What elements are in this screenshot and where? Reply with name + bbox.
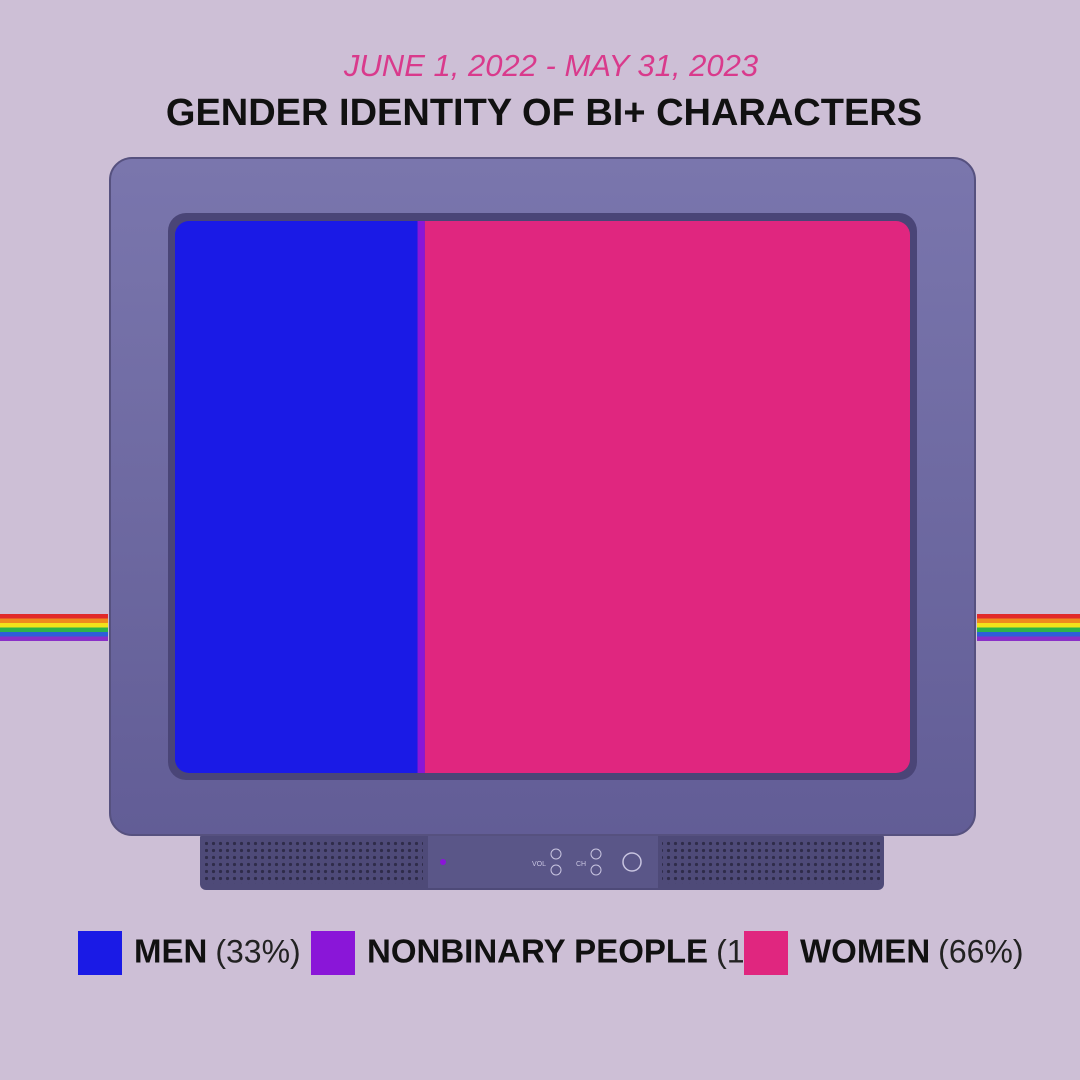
legend-value: (33%) (215, 933, 300, 969)
rainbow-stripes (0, 614, 1080, 641)
legend-swatch (311, 931, 355, 975)
legend-swatch (78, 931, 122, 975)
control-label: VOL (532, 861, 546, 868)
subtitle: JUNE 1, 2022 - MAY 31, 2023 (343, 48, 758, 83)
bar-segment (417, 221, 425, 773)
screen-bars (175, 221, 910, 773)
control-label: CH (576, 861, 586, 868)
legend-label: NONBINARY PEOPLE (367, 933, 708, 970)
bar-segment (175, 221, 418, 773)
tv-controls: VOL CH (532, 861, 586, 868)
tv-base (200, 832, 884, 890)
legend-label: WOMEN (800, 933, 930, 970)
chart-title: GENDER IDENTITY OF BI+ CHARACTERS (166, 92, 922, 134)
legend-value: (66%) (938, 933, 1023, 969)
bar-segment (424, 221, 910, 773)
legend-swatch (744, 931, 788, 975)
legend-label: MEN (134, 933, 207, 970)
legend: MEN(33%)NONBINARY PEOPLE(1%)WOMEN(66%) (78, 931, 1024, 975)
